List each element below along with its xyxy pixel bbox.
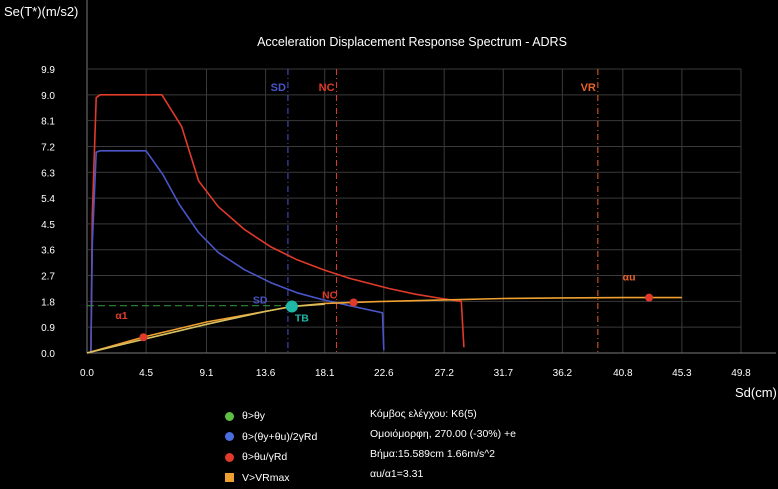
- x-tick-label: 49.8: [731, 368, 751, 379]
- legend-square-icon: [225, 473, 234, 483]
- marker-label-αu: αu: [623, 272, 636, 284]
- y-tick-label: 2.7: [41, 272, 55, 283]
- legend-circle-icon: [225, 432, 234, 442]
- y-tick-label: 3.6: [41, 246, 55, 257]
- y-tick-label: 6.3: [41, 168, 55, 179]
- legend-label: V>VRmax: [242, 471, 290, 484]
- y-tick-label: 8.1: [41, 117, 55, 128]
- series-line-1: [90, 150, 385, 354]
- info-panel: Κόμβος ελέγχου: K6(5) Ομοιόμορφη, 270.00…: [370, 404, 516, 484]
- step-text: Βήμα:15.589cm 1.66m/s^2: [370, 448, 496, 460]
- y-tick-label: 5.4: [41, 194, 55, 205]
- legend-circle-icon: [225, 411, 234, 421]
- y-tick-label: 0.9: [41, 323, 55, 334]
- legend-circle-icon: [225, 452, 234, 462]
- marker-label-α1: α1: [115, 310, 127, 322]
- y-tick-label: 9.9: [41, 65, 55, 76]
- legend-label: θ>(θy+θu)/2γRd: [242, 430, 318, 443]
- limit-label-vr: VR: [581, 82, 596, 94]
- x-tick-label: 40.8: [613, 368, 633, 379]
- marker-αu: [645, 293, 654, 302]
- y-tick-label: 9.0: [41, 91, 55, 102]
- limit-label-nc: NC: [319, 82, 335, 94]
- control-node-text: Κόμβος ελέγχου: K6(5): [370, 408, 477, 420]
- marker-label-nc: NC: [322, 290, 338, 302]
- x-tick-label: 31.7: [494, 368, 514, 379]
- ratio-text: αu/α1=3.31: [370, 468, 424, 480]
- legend-label: θ>θu/γRd: [242, 451, 288, 464]
- x-tick-labels: 0.0 4.5 9.1 13.6 18.1 22.6 27.2 31.7 36.2 40.8 45.…: [80, 368, 751, 379]
- legend-item: θ>θy: [225, 406, 317, 427]
- legend-label: θ>θy: [242, 410, 266, 423]
- x-tick-label: 36.2: [553, 368, 573, 379]
- marker-label-tb: TB: [295, 313, 309, 325]
- y-axis-title: Se(T*)(m/s2): [4, 4, 79, 19]
- marker-α1: [139, 333, 148, 342]
- y-tick-label: 4.5: [41, 220, 55, 231]
- y-tick-label: 0.0: [41, 349, 55, 360]
- legend-item: V>VRmax: [225, 468, 317, 489]
- legend: θ>θy θ>(θy+θu)/2γRd θ>θu/γRd V>VRmax: [225, 406, 317, 488]
- y-tick-label: 1.8: [41, 297, 55, 308]
- y-tick-label: 7.2: [41, 142, 55, 153]
- x-tick-label: 0.0: [80, 368, 94, 379]
- marker-nc: [349, 298, 358, 307]
- x-tick-label: 4.5: [139, 368, 153, 379]
- limit-lines: SD NC VR: [271, 69, 599, 353]
- y-tick-labels: 0.0 0.9 1.8 2.7 3.6 4.5 5.4 6.3 7.2 8.1 9.0 9.9: [41, 65, 55, 360]
- legend-item: θ>(θy+θu)/2γRd: [225, 427, 317, 448]
- series-line-0: [90, 94, 465, 354]
- legend-item: θ>θu/γRd: [225, 447, 317, 468]
- x-tick-label: 45.3: [672, 368, 692, 379]
- x-tick-label: 9.1: [200, 368, 214, 379]
- limit-label-sd: SD: [271, 82, 286, 94]
- markers: α1 NC αu TB SD: [115, 272, 654, 342]
- extra-label-sd: SD: [253, 294, 268, 306]
- x-tick-label: 13.6: [256, 368, 276, 379]
- x-axis-title: Sd(cm): [735, 385, 777, 400]
- load-pattern-text: Ομοιόμορφη, 270.00 (-30%) +e: [370, 428, 517, 440]
- chart-title: Acceleration Displacement Response Spect…: [257, 35, 567, 49]
- x-tick-label: 22.6: [374, 368, 394, 379]
- x-tick-label: 27.2: [434, 368, 454, 379]
- x-tick-label: 18.1: [315, 368, 335, 379]
- marker-tb: [285, 300, 298, 313]
